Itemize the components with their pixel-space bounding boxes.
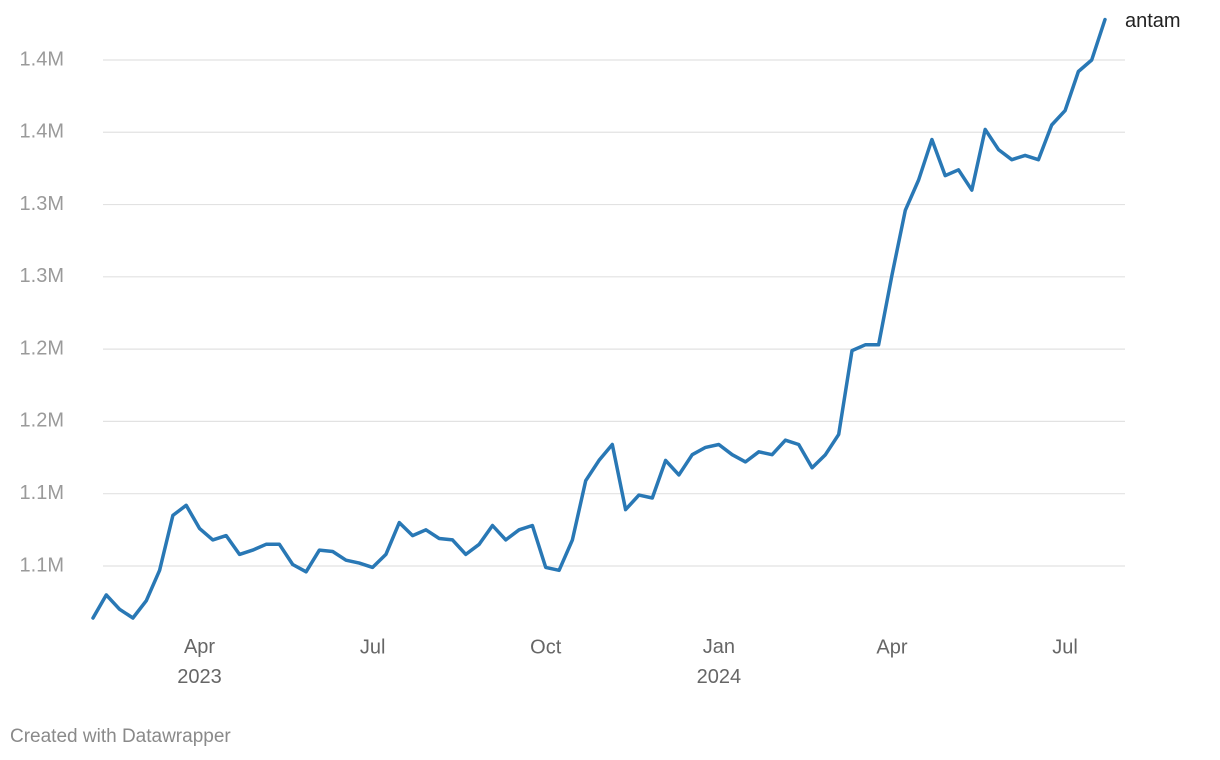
y-tick-label: 1.3M: [20, 265, 64, 287]
x-tick-label: Apr: [876, 636, 907, 658]
y-tick-label: 1.2M: [20, 337, 64, 359]
y-tick-label: 1.4M: [20, 48, 64, 70]
y-tick-label: 1.1M: [20, 554, 64, 576]
x-tick-label: Jul: [360, 636, 386, 658]
y-tick-label: 1.1M: [20, 482, 64, 504]
x-tick-label: Jul: [1052, 636, 1078, 658]
footer: Created with Datawrapper: [10, 726, 231, 747]
y-tick-label: 1.4M: [20, 121, 64, 143]
x-tick-label: Jan 2024: [697, 636, 742, 688]
x-tick-label: Apr 2023: [177, 636, 222, 688]
line: [91, 17, 1107, 620]
y-tick-label: 1.3M: [20, 193, 64, 215]
series-label: antam: [1125, 10, 1181, 32]
x-tick-label: Oct: [530, 636, 562, 658]
y-tick-label: 1.2M: [20, 410, 64, 432]
